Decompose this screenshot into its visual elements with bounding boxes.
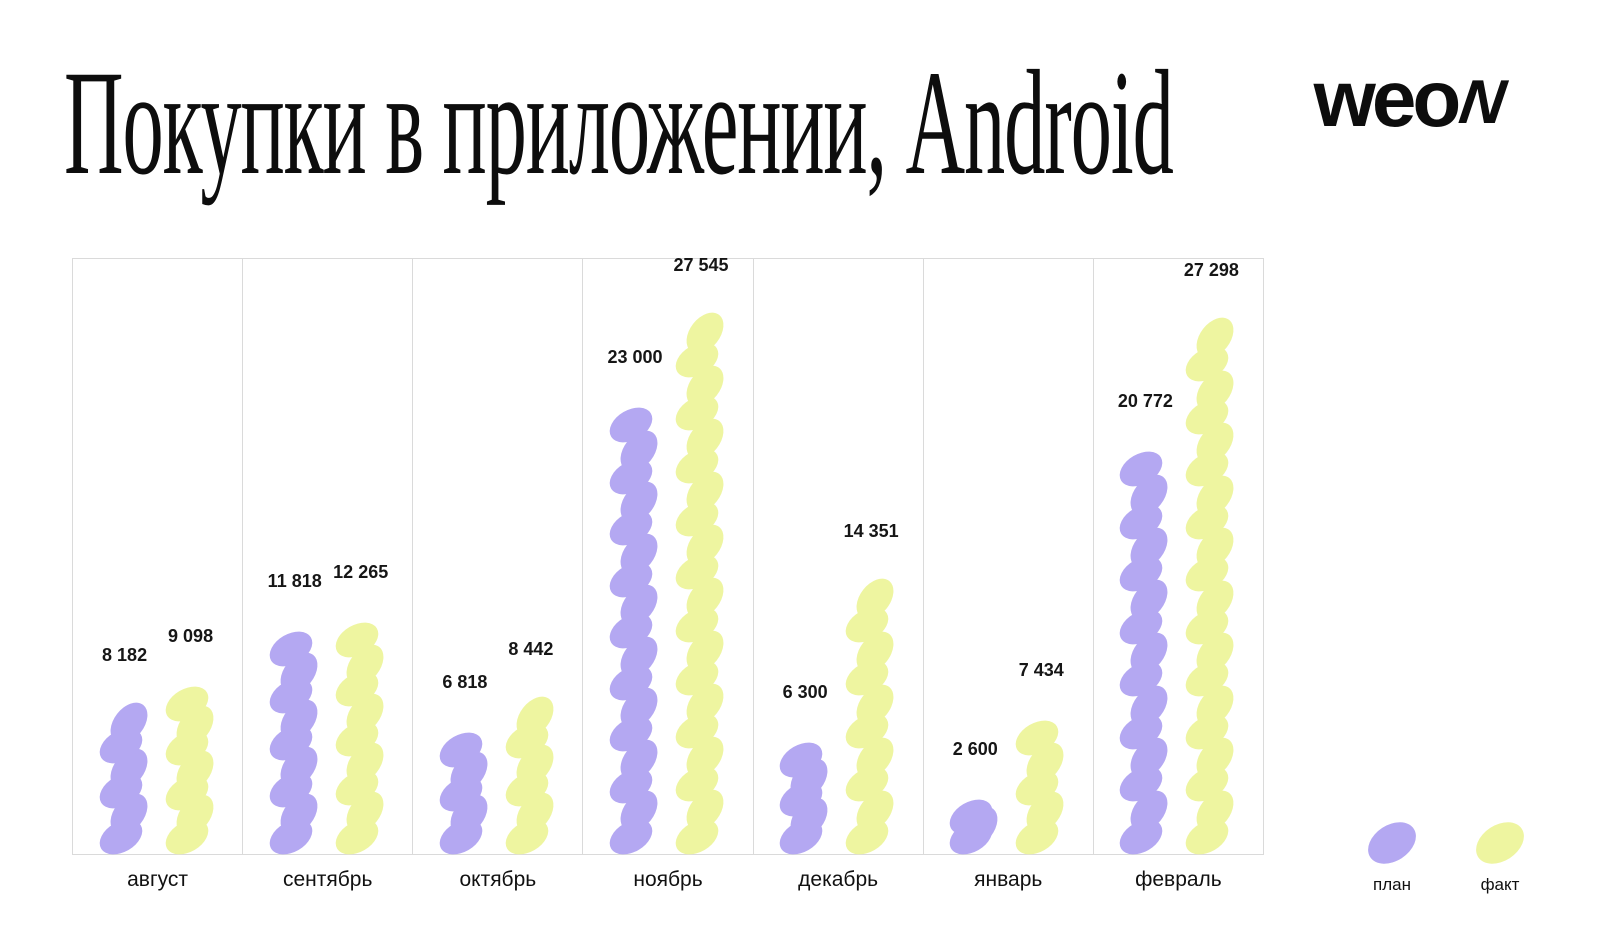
month-axis-label: август	[127, 868, 189, 891]
month-column-5: 6 300 14 351 декабрь	[754, 259, 924, 891]
fact-value-label: 7 434	[1018, 660, 1064, 680]
legend-label-plan: план	[1373, 875, 1411, 894]
fact-value-label: 8 442	[508, 639, 554, 659]
fact-bead-bar: 12 265	[329, 562, 391, 862]
fact-value-label: 9 098	[168, 626, 214, 646]
chart-legend: план факт	[1354, 813, 1538, 895]
month-axis-label: февраль	[1135, 868, 1222, 891]
plan-value-label: 6 818	[442, 672, 488, 692]
month-column-3: 6 818 8 442 октябрь	[413, 259, 584, 891]
month-axis-label: сентябрь	[283, 868, 373, 891]
month-column-4: 23 000 27 545 ноябрь	[583, 255, 754, 891]
fact-value-label: 14 351	[843, 521, 899, 541]
fact-bead-bar: 9 098	[159, 626, 221, 862]
month-axis-label: ноябрь	[633, 868, 703, 891]
plan-bead-bar: 2 600	[943, 739, 1006, 862]
plan-ellipse-swatch	[1360, 813, 1424, 873]
fact-bead-bar: 14 351	[839, 521, 902, 862]
bead-bar-chart: 8 182 9 098 август 11 818 12 265 сентябрь 6 81…	[72, 255, 1264, 891]
logo-text: weo	[1313, 54, 1462, 143]
plan-value-label: 23 000	[607, 347, 663, 367]
plan-value-label: 8 182	[102, 645, 148, 665]
month-axis-label: декабрь	[798, 868, 879, 891]
fact-bead-bar: 7 434	[1009, 660, 1072, 862]
month-axis-label: январь	[974, 868, 1043, 891]
legend-label-fact: факт	[1480, 875, 1520, 894]
plan-value-label: 11 818	[267, 571, 322, 591]
plan-bead-bar: 8 182	[93, 645, 155, 862]
plan-value-label: 2 600	[952, 739, 998, 759]
month-axis-label: октябрь	[459, 868, 537, 891]
page-title: Покупки в приложении, Android	[64, 40, 1174, 206]
plan-bead-bar: 20 772	[1113, 391, 1176, 862]
month-column-2: 11 818 12 265 сентябрь	[243, 259, 414, 891]
month-column-6: 2 600 7 434 январь	[924, 259, 1094, 891]
weon-logo: weo N	[1313, 54, 1510, 143]
month-column-7: 20 772 27 298 февраль	[1094, 259, 1263, 891]
legend-item-plan: план	[1354, 813, 1430, 895]
fact-bead-bar: 27 298	[1179, 260, 1242, 862]
plan-value-label: 20 772	[1117, 391, 1173, 411]
fact-value-label: 27 545	[673, 255, 729, 275]
plan-bead-bar: 11 818	[263, 571, 325, 862]
legend-item-fact: факт	[1462, 813, 1538, 895]
fact-bead-bar: 27 545	[669, 255, 731, 862]
plan-bead-bar: 23 000	[603, 347, 665, 862]
month-column-1: 8 182 9 098 август	[73, 259, 244, 891]
plan-bead-bar: 6 818	[433, 672, 495, 862]
plan-value-label: 6 300	[782, 682, 828, 702]
logo-n-glyph: N	[1455, 68, 1510, 138]
plan-bead-bar: 6 300	[773, 682, 836, 862]
fact-value-label: 12 265	[333, 562, 389, 582]
fact-bead-bar: 8 442	[499, 639, 561, 862]
fact-value-label: 27 298	[1183, 260, 1239, 280]
fact-ellipse-swatch	[1468, 813, 1532, 873]
